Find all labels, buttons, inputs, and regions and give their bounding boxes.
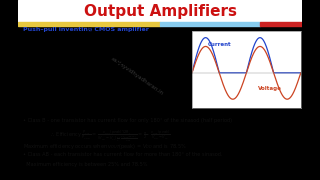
Text: $V_{SS}$: $V_{SS}$ [87, 75, 96, 84]
Bar [18, 0, 302, 22]
Text: Output Amplifiers: Output Amplifiers [84, 4, 236, 19]
Text: Voltage: Voltage [258, 86, 282, 91]
Text: +: + [45, 60, 50, 66]
Text: • Class AB - each transistor has current flow for more than 180° of the sinasod.: • Class AB - each transistor has current… [23, 152, 223, 157]
Text: +: + [45, 36, 50, 41]
Text: $V_{DD}$: $V_{DD}$ [86, 25, 96, 34]
Text: Class B: Class B [237, 28, 262, 33]
Text: Maximum efficiency occurs when $v_{OUT}$(peak) = $V_{DD}$ and is 78.5%: Maximum efficiency occurs when $v_{OUT}$… [23, 142, 187, 151]
Text: $V_{TN1}$: $V_{TN1}$ [35, 61, 45, 69]
Text: M2: M2 [96, 39, 102, 43]
Text: $V_{OUT}$: $V_{OUT}$ [124, 53, 135, 60]
Text: $V_{TP2}$: $V_{TP2}$ [35, 37, 45, 44]
Text: $i_{OUT}$: $i_{OUT}$ [96, 48, 105, 55]
Text: sanjayvidhyadharan.in: sanjayvidhyadharan.in [110, 55, 164, 96]
Text: Push–pull inventing CMOS amplifier: Push–pull inventing CMOS amplifier [23, 27, 149, 32]
Bar [18, 22, 160, 26]
Text: Current: Current [207, 42, 231, 47]
Text: $V_{IN}$: $V_{IN}$ [27, 48, 36, 57]
Text: • Class B - one transistor has current flow for only 180° of the sinasod (half p: • Class B - one transistor has current f… [23, 118, 232, 123]
Text: M1: M1 [96, 61, 102, 65]
Bar [260, 22, 302, 26]
Text: $\therefore$ Efficiency $\frac{P_{out}}{P_{VDD}}$ = $\frac{v_{OUT}(peak)^2 / 2R_: $\therefore$ Efficiency $\frac{P_{out}}{… [46, 129, 171, 144]
Bar [160, 22, 260, 26]
Text: Maximum efficiency is between 25% and 78.5%: Maximum efficiency is between 25% and 78… [23, 162, 148, 167]
Text: $C_c$: $C_c$ [104, 67, 110, 74]
